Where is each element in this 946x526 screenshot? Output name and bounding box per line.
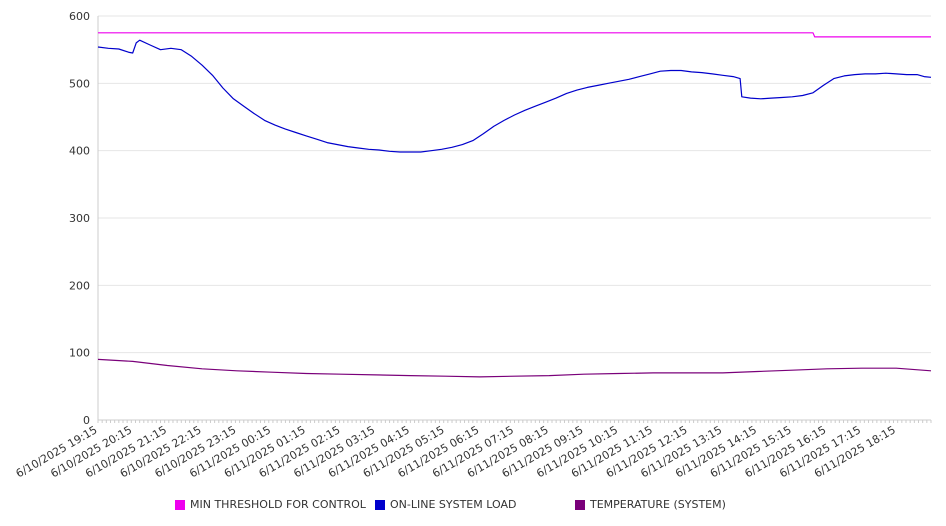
y-tick-label-200: 200 — [69, 279, 90, 292]
legend: MIN THRESHOLD FOR CONTROL ON-LINE SYSTEM… — [0, 498, 946, 514]
y-axis-ticks: 0 100 200 300 400 500 600 — [69, 10, 90, 427]
y-tick-label-100: 100 — [69, 347, 90, 360]
y-tick-label-0: 0 — [83, 414, 90, 427]
legend-swatch-system-load — [375, 499, 385, 510]
legend-label-system-load: ON-LINE SYSTEM LOAD — [390, 498, 517, 511]
y-tick-label-400: 400 — [69, 145, 90, 158]
y-tick-label-500: 500 — [69, 77, 90, 90]
legend-item-temperature[interactable]: TEMPERATURE (SYSTEM) — [575, 498, 726, 511]
series-line-min-threshold-for-control — [98, 32, 931, 38]
legend-label-temperature: TEMPERATURE (SYSTEM) — [590, 498, 726, 511]
series-line-on-line-system-load — [97, 39, 932, 153]
series-line-temperature-system — [97, 358, 932, 378]
legend-swatch-min-threshold — [175, 499, 185, 510]
legend-label-min-threshold: MIN THRESHOLD FOR CONTROL — [190, 498, 366, 511]
legend-item-min-threshold[interactable]: MIN THRESHOLD FOR CONTROL — [175, 498, 366, 511]
y-tick-label-600: 600 — [69, 10, 90, 23]
series-lines — [97, 32, 932, 378]
legend-swatch-temperature — [575, 499, 585, 510]
x-axis-ticks: 6/10/2025 19:156/10/2025 20:156/10/2025 … — [14, 420, 932, 480]
y-tick-label-300: 300 — [69, 212, 90, 225]
grid-lines — [98, 15, 931, 354]
legend-item-system-load[interactable]: ON-LINE SYSTEM LOAD — [375, 498, 516, 511]
